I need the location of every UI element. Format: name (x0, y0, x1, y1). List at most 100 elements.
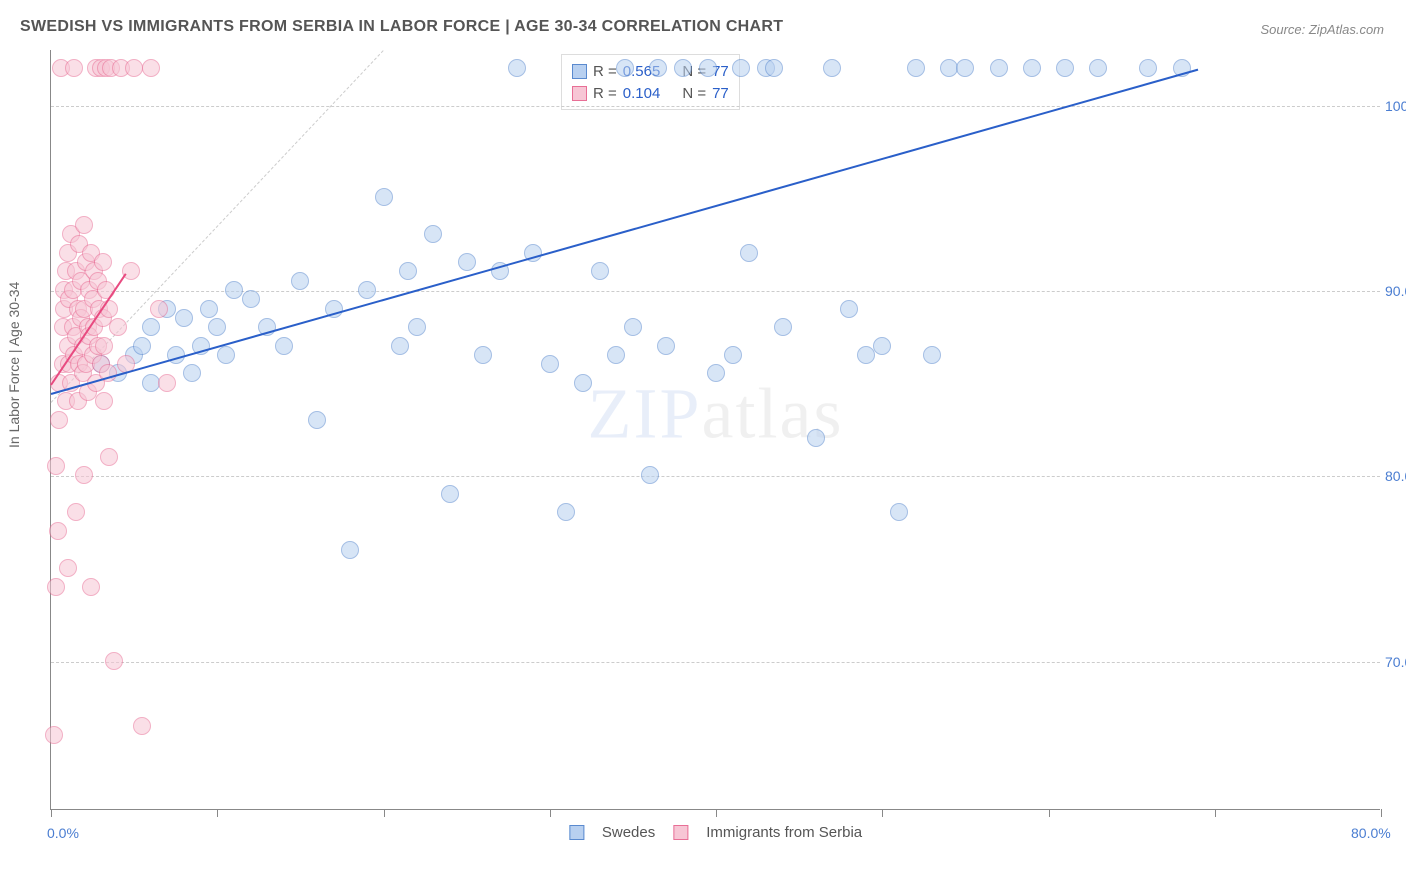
series-legend: Swedes Immigrants from Serbia (569, 824, 862, 841)
x-tick (1215, 809, 1216, 817)
legend-swatch (673, 825, 688, 840)
data-point (508, 59, 526, 77)
legend-label: Swedes (602, 824, 655, 841)
data-point (607, 346, 625, 364)
data-point (674, 59, 692, 77)
data-point (94, 253, 112, 271)
y-tick-label: 70.0% (1385, 654, 1406, 670)
x-tick (384, 809, 385, 817)
data-point (200, 300, 218, 318)
data-point (59, 559, 77, 577)
data-point (823, 59, 841, 77)
gridline (51, 476, 1380, 477)
data-point (857, 346, 875, 364)
data-point (541, 355, 559, 373)
data-point (1139, 59, 1157, 77)
chart-title: SWEDISH VS IMMIGRANTS FROM SERBIA IN LAB… (20, 18, 783, 36)
data-point (740, 244, 758, 262)
data-point (291, 272, 309, 290)
data-point (1089, 59, 1107, 77)
data-point (1023, 59, 1041, 77)
data-point (75, 466, 93, 484)
watermark: ZIPatlas (588, 373, 844, 456)
data-point (591, 262, 609, 280)
data-point (391, 337, 409, 355)
data-point (65, 59, 83, 77)
n-label: N = (682, 85, 706, 102)
data-point (67, 503, 85, 521)
data-point (100, 448, 118, 466)
data-point (923, 346, 941, 364)
source-text: Source: ZipAtlas.com (1260, 22, 1384, 37)
data-point (707, 364, 725, 382)
data-point (441, 485, 459, 503)
x-tick (1381, 809, 1382, 817)
plot-area: ZIPatlas R =0.565N =77R =0.104N =77 Swed… (50, 50, 1380, 810)
data-point (133, 717, 151, 735)
y-tick-label: 80.0% (1385, 468, 1406, 484)
data-point (990, 59, 1008, 77)
data-point (807, 429, 825, 447)
gridline (51, 662, 1380, 663)
data-point (142, 374, 160, 392)
data-point (82, 578, 100, 596)
x-tick (716, 809, 717, 817)
data-point (424, 225, 442, 243)
r-value: 0.104 (623, 85, 661, 102)
x-tick-label: 0.0% (47, 825, 79, 841)
data-point (208, 318, 226, 336)
x-tick (1049, 809, 1050, 817)
y-axis-label: In Labor Force | Age 30-34 (6, 282, 22, 448)
data-point (557, 503, 575, 521)
y-tick-label: 90.0% (1385, 283, 1406, 299)
trend-line (51, 69, 1199, 395)
data-point (175, 309, 193, 327)
watermark-bold: ZIP (588, 374, 702, 454)
data-point (95, 392, 113, 410)
data-point (242, 290, 260, 308)
data-point (732, 59, 750, 77)
data-point (890, 503, 908, 521)
data-point (641, 466, 659, 484)
data-point (774, 318, 792, 336)
data-point (150, 300, 168, 318)
data-point (122, 262, 140, 280)
r-label: R = (593, 85, 617, 102)
legend-swatch (572, 64, 587, 79)
data-point (956, 59, 974, 77)
r-label: R = (593, 63, 617, 80)
x-tick (217, 809, 218, 817)
data-point (940, 59, 958, 77)
data-point (375, 188, 393, 206)
data-point (358, 281, 376, 299)
data-point (1056, 59, 1074, 77)
data-point (724, 346, 742, 364)
data-point (142, 318, 160, 336)
data-point (75, 216, 93, 234)
data-point (699, 59, 717, 77)
x-tick (882, 809, 883, 817)
data-point (133, 337, 151, 355)
data-point (50, 411, 68, 429)
data-point (49, 522, 67, 540)
data-point (275, 337, 293, 355)
data-point (341, 541, 359, 559)
data-point (142, 59, 160, 77)
data-point (649, 59, 667, 77)
data-point (45, 726, 63, 744)
data-point (109, 318, 127, 336)
legend-label: Immigrants from Serbia (706, 824, 862, 841)
data-point (47, 457, 65, 475)
data-point (408, 318, 426, 336)
data-point (840, 300, 858, 318)
data-point (458, 253, 476, 271)
data-point (308, 411, 326, 429)
data-point (217, 346, 235, 364)
legend-swatch (572, 86, 587, 101)
data-point (125, 59, 143, 77)
data-point (47, 578, 65, 596)
x-tick (51, 809, 52, 817)
data-point (616, 59, 634, 77)
data-point (474, 346, 492, 364)
y-tick-label: 100.0% (1385, 98, 1406, 114)
